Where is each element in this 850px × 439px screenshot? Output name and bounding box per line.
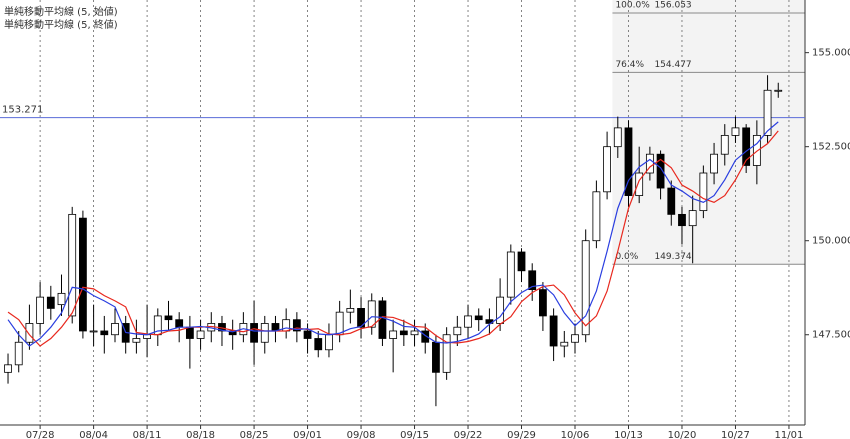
candle-body: [228, 330, 237, 336]
candle-body: [14, 341, 23, 366]
candle-body: [367, 300, 376, 328]
candle-body: [720, 134, 729, 155]
x-tick-label: 10/06: [561, 430, 590, 439]
x-tick-label: 09/01: [293, 430, 322, 439]
candle-body: [442, 334, 451, 373]
y-tick-label: 150.000: [812, 236, 850, 247]
candle-body: [752, 134, 761, 166]
x-tick-label: 09/08: [347, 430, 376, 439]
fib-value: 149.374: [654, 252, 691, 262]
candle-body: [560, 341, 569, 347]
candle-body: [613, 127, 622, 148]
legend: 単純移動平均線 (5, 始値) 単純移動平均線 (5, 終値): [4, 5, 118, 31]
y-tick-label: 155.000: [812, 48, 850, 59]
fib-value: 156.053: [654, 1, 691, 11]
candle-body: [464, 315, 472, 328]
candle-body: [774, 89, 783, 92]
candle-body: [132, 338, 141, 343]
candle-body: [314, 338, 323, 351]
candle-body: [260, 323, 269, 343]
candle-body: [581, 240, 590, 336]
ma-line: [7, 121, 779, 347]
candle-body: [185, 326, 194, 339]
candle-body: [763, 89, 772, 136]
candle-body: [571, 334, 579, 343]
candle-body: [399, 330, 408, 336]
x-tick-label: 08/25: [240, 430, 269, 439]
fib-percent: 100.0%: [615, 1, 650, 11]
candle-body: [496, 296, 505, 324]
fib-percent: 0.0%: [615, 252, 638, 262]
candle-body: [68, 213, 77, 317]
candle-body: [603, 146, 611, 193]
x-tick-label: 08/04: [79, 430, 108, 439]
candle-body: [292, 319, 301, 332]
fib-percent: 76.4%: [615, 60, 644, 70]
candle-body: [346, 308, 355, 313]
x-tick-label: 10/20: [668, 430, 697, 439]
candle-body: [100, 330, 109, 336]
candle-body: [389, 330, 398, 339]
candle-body: [656, 153, 665, 189]
candle-body: [699, 172, 708, 212]
candle-body: [432, 341, 440, 373]
candle-body: [303, 330, 312, 339]
fib-area: [612, 0, 805, 265]
y-tick-label: 152.500: [812, 142, 850, 153]
x-tick-label: 09/29: [507, 430, 536, 439]
candle-body: [325, 334, 333, 351]
candle-body: [624, 127, 633, 196]
candle-body: [592, 191, 601, 242]
candle-body: [688, 210, 697, 227]
candle-body: [357, 308, 365, 328]
candle-body: [742, 127, 751, 166]
x-tick-label: 10/13: [614, 430, 643, 439]
x-tick-label: 09/15: [400, 430, 429, 439]
x-tick-label: 11/01: [775, 430, 804, 439]
x-tick-label: 08/18: [186, 430, 215, 439]
candle-body: [474, 315, 483, 321]
candle-body: [410, 330, 419, 336]
fib-value: 154.477: [654, 60, 691, 70]
candle-body: [36, 296, 45, 324]
candle-body: [635, 172, 644, 196]
y-tick-label: 147.500: [812, 330, 850, 341]
candle-body: [111, 323, 119, 336]
candle-body: [57, 292, 66, 306]
candle-body: [539, 289, 547, 317]
x-tick-label: 09/22: [454, 430, 483, 439]
candle-body: [25, 323, 34, 343]
candle-body: [335, 311, 344, 336]
candle-body: [196, 330, 205, 339]
candle-body: [250, 323, 258, 343]
candle-body: [79, 217, 87, 332]
x-tick-label: 10/27: [721, 430, 750, 439]
candle-body: [645, 153, 654, 174]
legend-entry: 単純移動平均線 (5, 終値): [4, 18, 118, 31]
candle-body: [164, 315, 173, 321]
horizontal-line-label: 153.271: [2, 105, 43, 116]
candle-body: [678, 213, 686, 227]
candle-body: [549, 315, 558, 347]
ma-line: [7, 130, 779, 347]
candle-body: [4, 364, 12, 373]
candle-body: [421, 330, 430, 343]
x-tick-label: 07/28: [26, 430, 55, 439]
candle-body: [175, 319, 184, 328]
candle-body: [528, 270, 537, 291]
candle-body: [667, 187, 676, 215]
candle-body: [731, 127, 740, 136]
candle-body: [282, 319, 291, 332]
candle-body: [453, 326, 462, 336]
candle-body: [89, 330, 98, 333]
candle-body: [517, 251, 526, 272]
candle-body: [710, 153, 718, 174]
candle-body: [46, 296, 55, 309]
x-tick-label: 08/11: [133, 430, 162, 439]
candle-body: [506, 251, 515, 298]
legend-entry: 単純移動平均線 (5, 始値): [4, 5, 118, 18]
